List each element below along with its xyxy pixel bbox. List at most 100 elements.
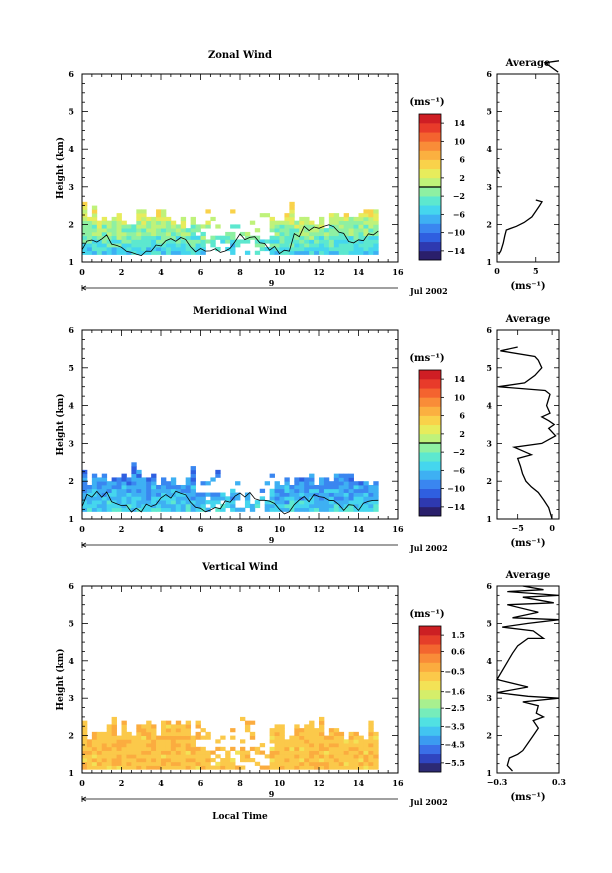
heatmap-cell [279, 728, 285, 733]
heatmap-cell [333, 216, 340, 222]
heatmap-cell [348, 481, 354, 486]
heatmap-cell [333, 243, 340, 248]
heatmap-cell [353, 235, 359, 240]
heatmap-cell [333, 500, 340, 505]
heatmap-cell [86, 492, 93, 497]
heatmap-cell [131, 735, 137, 740]
heatmap-cell [244, 503, 251, 509]
profile-title: Average [505, 58, 551, 69]
heatmap-cell [96, 507, 103, 512]
heatmap-cell [279, 224, 285, 229]
heatmap-cell [116, 231, 122, 237]
heatmap-cell [358, 739, 364, 744]
heatmap-cell [111, 488, 117, 493]
heatmap-cell [121, 224, 127, 229]
heatmap-cell [151, 216, 157, 222]
heatmap-cell [156, 484, 162, 490]
heatmap-cell [180, 765, 187, 770]
heatmap-cell [328, 239, 335, 244]
heatmap-cell [343, 250, 350, 255]
heatmap-cell [195, 735, 201, 740]
heatmap-cell [309, 758, 315, 763]
heatmap-cell [225, 503, 231, 509]
heatmap-cell [82, 220, 88, 225]
heatmap-cell [353, 216, 359, 222]
heatmap-cell [190, 216, 196, 222]
heatmap-cell [200, 246, 206, 252]
heatmap-cell [200, 761, 206, 766]
heatmap-cell [151, 728, 157, 733]
heatmap-cell [348, 239, 354, 244]
heatmap-cell [274, 235, 280, 240]
heatmap-cell [319, 496, 325, 501]
heatmap-cell [304, 488, 310, 493]
heatmap-cell [82, 492, 88, 497]
heatmap-cell [116, 500, 122, 505]
heatmap-cell [82, 728, 88, 733]
heatmap-cell [314, 231, 320, 237]
heatmap-cell [249, 731, 256, 736]
heatmap-cell [274, 250, 280, 255]
heatmap-cell [141, 481, 147, 486]
colorbar-tick-label: −10 [447, 228, 465, 238]
heatmap-cell [289, 500, 295, 505]
heatmap-cell [338, 746, 345, 751]
heatmap-cell [373, 231, 379, 237]
heatmap-cell [101, 243, 108, 248]
heatmap-cell [190, 743, 196, 748]
heatmap-cell [96, 228, 103, 233]
x-tick-label: 2 [119, 524, 125, 534]
heatmap-cell [136, 235, 142, 240]
heatmap-cell [156, 735, 162, 740]
heatmap-cell [348, 758, 354, 763]
heatmap-cell [368, 488, 374, 493]
x-tick-label: 10 [274, 267, 286, 277]
heatmap-cell [165, 731, 172, 736]
heatmap-cell [151, 735, 157, 740]
colorbar-swatch [419, 132, 441, 142]
heatmap-cell [195, 765, 201, 770]
heatmap-cell [86, 239, 93, 244]
heatmap-cell [91, 477, 98, 482]
heatmap-cell [235, 239, 241, 244]
heatmap-cell [289, 205, 295, 210]
heatmap-cell [170, 220, 177, 225]
heatmap-cell [274, 481, 280, 486]
heatmap-cell [210, 477, 216, 482]
heatmap-cell [319, 720, 325, 725]
profile-x-label: (ms⁻¹) [510, 281, 545, 292]
heatmap-cell [333, 228, 340, 233]
heatmap-cell [101, 735, 108, 740]
heatmap-cell [348, 739, 354, 744]
heatmap-cell [146, 761, 152, 766]
heatmap-cell [190, 466, 196, 471]
heatmap-cell [185, 735, 192, 740]
heatmap-cell [185, 250, 192, 255]
heatmap-cell [126, 246, 132, 252]
heatmap-cell [190, 484, 196, 490]
heatmap-cell [230, 735, 236, 740]
heatmap-cell [195, 761, 201, 766]
heatmap-cell [86, 739, 93, 744]
heatmap-cell [106, 246, 113, 252]
heatmap-cell [319, 216, 325, 222]
heatmap-cell [309, 761, 315, 766]
heatmap-cell [146, 216, 152, 222]
heatmap-cell [101, 488, 108, 493]
heatmap-cell [156, 758, 162, 763]
heatmap-cell [146, 243, 152, 248]
heatmap-cell [136, 758, 142, 763]
heatmap-cell [279, 746, 285, 751]
heatmap-cell [254, 243, 261, 248]
heatmap-cell [106, 739, 113, 744]
heatmap-cell [235, 507, 241, 512]
heatmap-cell [215, 496, 221, 501]
x-tick-label: 14 [353, 524, 365, 534]
heatmap-cell [309, 481, 315, 486]
heatmap-cell [289, 492, 295, 497]
heatmap-cell [195, 246, 201, 252]
heatmap-cell [338, 220, 345, 225]
heatmap-cell [126, 250, 132, 255]
